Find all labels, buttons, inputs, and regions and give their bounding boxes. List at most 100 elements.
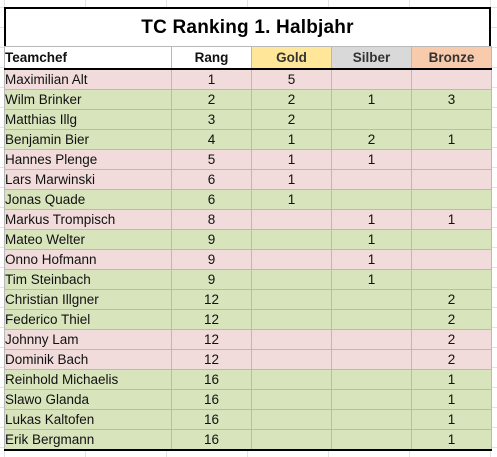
bronze-cell[interactable]: 2 [411,349,492,370]
silber-cell[interactable]: 1 [331,269,412,290]
rang-cell[interactable]: 12 [171,289,252,310]
silber-cell[interactable] [331,369,412,390]
silber-cell[interactable] [331,329,412,350]
gold-cell[interactable]: 1 [251,189,332,210]
silber-cell[interactable] [331,109,412,130]
silber-cell[interactable] [331,68,412,90]
rang-cell[interactable]: 2 [171,89,252,110]
bronze-cell[interactable]: 1 [411,129,492,150]
teamchef-cell[interactable]: Markus Trompisch [4,209,172,230]
bronze-cell[interactable]: 1 [411,409,492,430]
bronze-cell[interactable]: 1 [411,209,492,230]
header-bronze[interactable]: Bronze [411,46,492,70]
gold-cell[interactable]: 1 [251,149,332,170]
bronze-cell[interactable] [411,189,492,210]
gold-cell[interactable] [251,429,332,451]
silber-cell[interactable] [331,409,412,430]
header-teamchef[interactable]: Teamchef [4,46,172,70]
teamchef-cell[interactable]: Maximilian Alt [4,68,172,90]
rang-cell[interactable]: 6 [171,169,252,190]
teamchef-cell[interactable]: Johnny Lam [4,329,172,350]
silber-cell[interactable] [331,169,412,190]
gold-cell[interactable]: 2 [251,89,332,110]
bronze-cell[interactable] [411,169,492,190]
teamchef-cell[interactable]: Jonas Quade [4,189,172,210]
gold-cell[interactable] [251,369,332,390]
gold-cell[interactable] [251,309,332,330]
rang-cell[interactable]: 9 [171,229,252,250]
bronze-cell[interactable] [411,249,492,270]
rang-cell[interactable]: 12 [171,349,252,370]
teamchef-cell[interactable]: Christian Illgner [4,289,172,310]
gold-cell[interactable]: 5 [251,68,332,90]
rang-cell[interactable]: 16 [171,409,252,430]
silber-cell[interactable]: 1 [331,149,412,170]
gold-cell[interactable]: 2 [251,109,332,130]
bronze-cell[interactable]: 2 [411,289,492,310]
gold-cell[interactable] [251,349,332,370]
gold-cell[interactable]: 1 [251,129,332,150]
silber-cell[interactable] [331,189,412,210]
rang-cell[interactable]: 16 [171,429,252,451]
header-silber[interactable]: Silber [331,46,412,70]
bronze-cell[interactable] [411,229,492,250]
gold-cell[interactable] [251,329,332,350]
rang-cell[interactable]: 5 [171,149,252,170]
bronze-cell[interactable]: 2 [411,309,492,330]
silber-cell[interactable] [331,389,412,410]
rang-cell[interactable]: 16 [171,389,252,410]
gold-cell[interactable] [251,269,332,290]
teamchef-cell[interactable]: Erik Bergmann [4,429,172,451]
rang-cell[interactable]: 12 [171,309,252,330]
gold-cell[interactable] [251,389,332,410]
teamchef-cell[interactable]: Wilm Brinker [4,89,172,110]
bronze-cell[interactable] [411,269,492,290]
rang-cell[interactable]: 12 [171,329,252,350]
silber-cell[interactable]: 1 [331,209,412,230]
rang-cell[interactable]: 8 [171,209,252,230]
silber-cell[interactable]: 1 [331,229,412,250]
silber-cell[interactable] [331,349,412,370]
teamchef-cell[interactable]: Lukas Kaltofen [4,409,172,430]
bronze-cell[interactable] [411,68,492,90]
gold-cell[interactable] [251,249,332,270]
bronze-cell[interactable]: 3 [411,89,492,110]
rang-cell[interactable]: 4 [171,129,252,150]
bronze-cell[interactable]: 1 [411,369,492,390]
teamchef-cell[interactable]: Slawo Glanda [4,389,172,410]
rang-cell[interactable]: 1 [171,68,252,90]
rang-cell[interactable]: 6 [171,189,252,210]
silber-cell[interactable] [331,289,412,310]
teamchef-cell[interactable]: Hannes Plenge [4,149,172,170]
gold-cell[interactable] [251,289,332,310]
teamchef-cell[interactable]: Reinhold Michaelis [4,369,172,390]
rang-cell[interactable]: 3 [171,109,252,130]
teamchef-cell[interactable]: Dominik Bach [4,349,172,370]
title-cell[interactable]: TC Ranking 1. Halbjahr [4,7,491,46]
teamchef-cell[interactable]: Mateo Welter [4,229,172,250]
rang-cell[interactable]: 9 [171,269,252,290]
gold-cell[interactable] [251,409,332,430]
silber-cell[interactable]: 1 [331,249,412,270]
header-rang[interactable]: Rang [171,46,252,70]
teamchef-cell[interactable]: Matthias Illg [4,109,172,130]
teamchef-cell[interactable]: Benjamin Bier [4,129,172,150]
bronze-cell[interactable]: 1 [411,389,492,410]
silber-cell[interactable] [331,309,412,330]
gold-cell[interactable] [251,209,332,230]
rang-cell[interactable]: 16 [171,369,252,390]
teamchef-cell[interactable]: Onno Hofmann [4,249,172,270]
bronze-cell[interactable]: 1 [411,429,492,451]
silber-cell[interactable] [331,429,412,451]
gold-cell[interactable]: 1 [251,169,332,190]
gold-cell[interactable] [251,229,332,250]
bronze-cell[interactable] [411,149,492,170]
rang-cell[interactable]: 9 [171,249,252,270]
teamchef-cell[interactable]: Lars Marwinski [4,169,172,190]
silber-cell[interactable]: 2 [331,129,412,150]
teamchef-cell[interactable]: Tim Steinbach [4,269,172,290]
bronze-cell[interactable]: 2 [411,329,492,350]
teamchef-cell[interactable]: Federico Thiel [4,309,172,330]
silber-cell[interactable]: 1 [331,89,412,110]
header-gold[interactable]: Gold [251,46,332,70]
